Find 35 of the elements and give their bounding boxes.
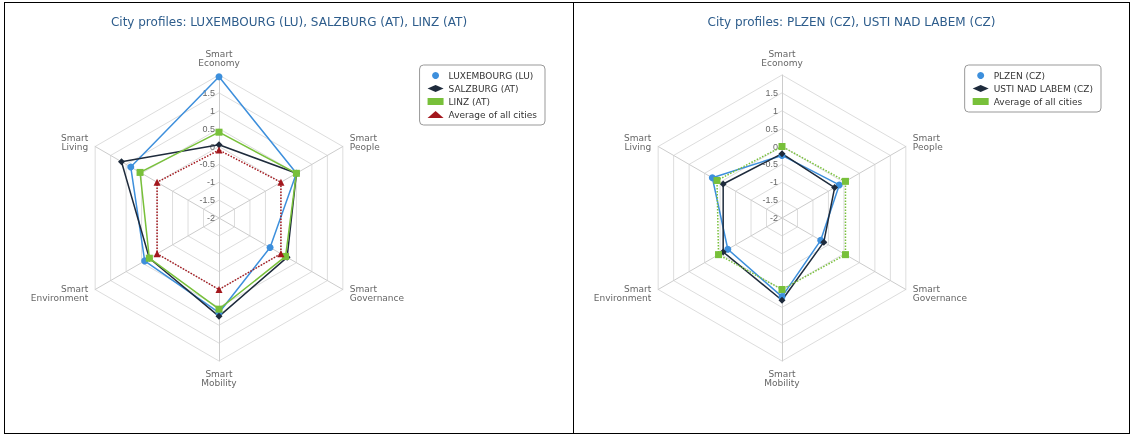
legend-label: PLZEN (CZ) bbox=[993, 70, 1046, 81]
spoke-label: Smart Living bbox=[624, 133, 652, 152]
chart-title: City profiles: LUXEMBOURG (LU), SALZBURG (AT), LINZ (AT) bbox=[110, 15, 468, 29]
y-tick-label: 0 bbox=[772, 141, 778, 152]
legend-label: USTI NAD LABEM (CZ) bbox=[993, 83, 1094, 94]
spoke-label: Smart People bbox=[349, 133, 381, 152]
legend-label: Average of all cities bbox=[448, 109, 538, 120]
spoke-label: Smart Governance bbox=[349, 284, 405, 303]
y-tick-label: -2 bbox=[769, 213, 778, 223]
y-tick-label: -0.5 bbox=[199, 159, 215, 170]
legend-label: LUXEMBOURG (LU) bbox=[448, 70, 534, 81]
y-tick-label: -1.5 bbox=[199, 195, 215, 206]
spoke-label: Smart Economy bbox=[198, 48, 241, 68]
y-tick-label: -1 bbox=[769, 177, 778, 188]
spoke-label: Smart Mobility bbox=[764, 368, 801, 388]
y-tick-label: 1.5 bbox=[765, 87, 778, 98]
chart-title: City profiles: PLZEN (CZ), USTI NAD LABEM (CZ) bbox=[707, 15, 996, 29]
y-tick-label: -1 bbox=[206, 177, 215, 188]
spoke-label: Smart Governance bbox=[912, 284, 968, 303]
y-tick-label: 1 bbox=[209, 105, 215, 116]
spoke-label: Smart Environment bbox=[30, 284, 89, 303]
spoke-label: Smart Economy bbox=[761, 48, 804, 68]
spoke-label: Smart Environment bbox=[593, 284, 652, 303]
y-tick-label: -0.5 bbox=[762, 159, 778, 170]
y-tick-label: -2 bbox=[206, 213, 215, 223]
y-tick-label: -1.5 bbox=[762, 195, 778, 206]
spoke-label: Smart Living bbox=[61, 133, 89, 152]
legend-label: SALZBURG (AT) bbox=[448, 83, 519, 94]
y-tick-label: 0.5 bbox=[765, 123, 778, 134]
spoke-label: Smart Mobility bbox=[201, 368, 238, 388]
y-tick-label: 0.5 bbox=[202, 123, 215, 134]
legend-label: Average of all cities bbox=[993, 96, 1083, 107]
y-tick-label: 1 bbox=[772, 105, 778, 116]
legend-label: LINZ (AT) bbox=[448, 96, 490, 107]
spoke-label: Smart People bbox=[912, 133, 944, 152]
